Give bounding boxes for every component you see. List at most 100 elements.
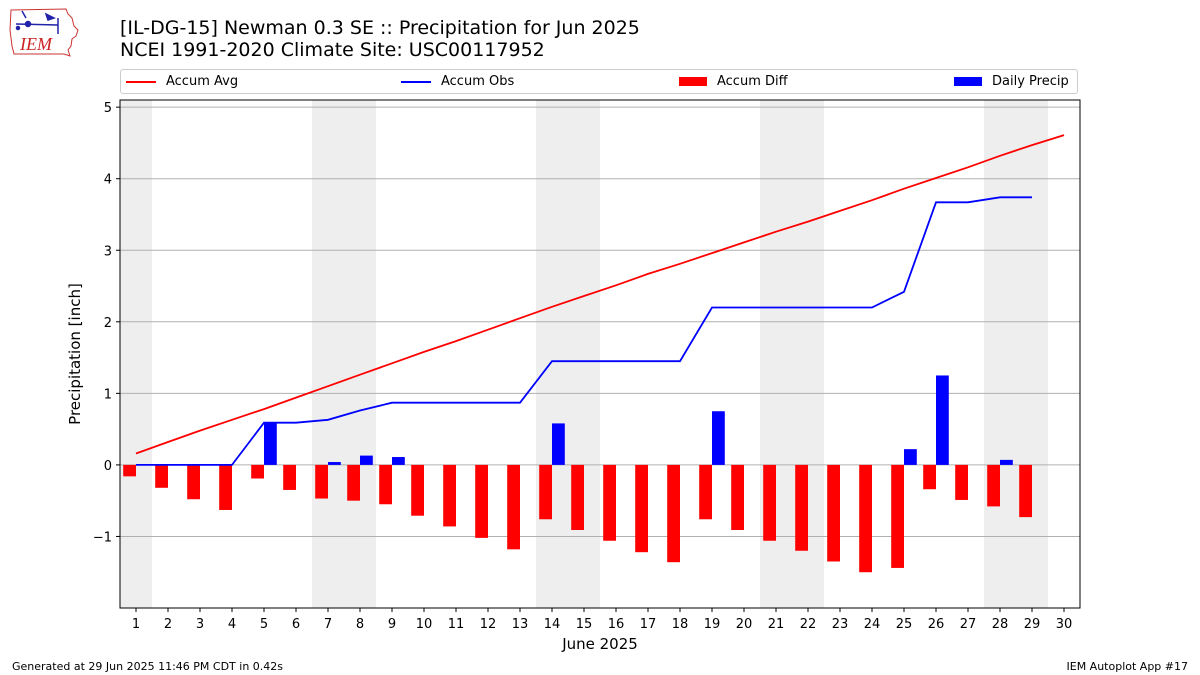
legend-item-accum-avg: Accum Avg xyxy=(126,70,238,93)
title-line-2: NCEI 1991-2020 Climate Site: USC00117952 xyxy=(120,39,545,61)
daily-precip-bar xyxy=(360,455,373,465)
accum-diff-bar xyxy=(859,464,872,573)
x-tick-label: 1 xyxy=(132,617,140,632)
y-axis-label: Precipitation [inch] xyxy=(66,283,84,425)
daily-precip-bar xyxy=(328,462,341,465)
daily-precip-bar xyxy=(264,422,277,465)
accum-diff-bar xyxy=(411,464,424,516)
x-tick-label: 24 xyxy=(864,617,881,632)
x-tick-label: 20 xyxy=(736,617,753,632)
x-tick-label: 25 xyxy=(896,617,913,632)
accum-diff-bar xyxy=(955,464,968,500)
accum-diff-bar xyxy=(1019,464,1032,518)
y-tick-label: 1 xyxy=(104,387,112,402)
x-tick-label: 29 xyxy=(1024,617,1041,632)
iowa-outline-icon xyxy=(9,8,79,57)
x-tick-label: 21 xyxy=(768,617,785,632)
x-tick-label: 9 xyxy=(388,617,396,632)
weather-station-icon xyxy=(15,10,59,34)
x-tick-label: 5 xyxy=(260,617,268,632)
accum-diff-bar xyxy=(795,464,808,551)
daily-precip-bar xyxy=(392,457,405,465)
accum-diff-bar xyxy=(699,464,712,520)
accum-diff-bar xyxy=(667,464,680,563)
x-tick-label: 4 xyxy=(228,617,236,632)
bars xyxy=(123,375,1032,573)
x-tick-label: 15 xyxy=(576,617,593,632)
x-tick-label: 18 xyxy=(672,617,689,632)
x-tick-label: 12 xyxy=(480,617,497,632)
accum-diff-bar xyxy=(379,464,392,505)
x-tick-label: 16 xyxy=(608,617,625,632)
accum-diff-bar xyxy=(347,464,360,501)
y-tick-label: 5 xyxy=(104,101,112,116)
accum-diff-bar xyxy=(891,464,904,568)
weekend-shade xyxy=(120,100,152,608)
legend-label-daily-precip: Daily Precip xyxy=(992,74,1069,89)
gridlines xyxy=(120,106,1080,537)
generated-timestamp: Generated at 29 Jun 2025 11:46 PM CDT in… xyxy=(12,660,284,673)
x-tick-label: 27 xyxy=(960,617,977,632)
accum-diff-bar xyxy=(475,464,488,538)
x-tick-label: 28 xyxy=(992,617,1009,632)
title-line-1: [IL-DG-15] Newman 0.3 SE :: Precipitatio… xyxy=(120,17,640,39)
x-tick-label: 19 xyxy=(704,617,721,632)
legend-item-accum-obs: Accum Obs xyxy=(401,70,514,93)
weekend-shade xyxy=(312,100,376,608)
accum-diff-bar xyxy=(763,464,776,541)
legend-item-daily-precip: Daily Precip xyxy=(954,70,1069,93)
accum-diff-bar xyxy=(571,464,584,531)
x-tick-label: 17 xyxy=(640,617,657,632)
accum-diff-bar xyxy=(251,464,264,479)
x-tick-label: 13 xyxy=(512,617,529,632)
accum-diff-bar xyxy=(987,464,1000,507)
accum-diff-bar xyxy=(155,464,168,488)
legend-label-accum-obs: Accum Obs xyxy=(441,74,515,89)
x-tick-label: 14 xyxy=(544,617,561,632)
x-tick-label: 23 xyxy=(832,617,849,632)
iem-logo: IEM xyxy=(9,8,79,57)
accum-diff-bar xyxy=(635,464,648,553)
x-tick-label: 30 xyxy=(1056,617,1073,632)
weekend-shading xyxy=(120,100,1048,608)
x-tick-label: 26 xyxy=(928,617,945,632)
daily-precip-bar xyxy=(552,423,565,465)
accum-diff-bar xyxy=(603,464,616,541)
y-tick-label: 0 xyxy=(104,459,112,474)
daily-precip-bar xyxy=(712,411,725,465)
logo-text: IEM xyxy=(19,34,53,54)
y-tick-label: 2 xyxy=(104,316,112,331)
legend-swatch-accum-avg xyxy=(126,80,156,83)
accum-diff-bar xyxy=(187,464,200,500)
accum-diff-bar xyxy=(827,464,840,562)
x-tick-label: 8 xyxy=(356,617,364,632)
x-tick-label: 22 xyxy=(800,617,817,632)
legend-swatch-daily-precip xyxy=(954,77,982,86)
accum-diff-bar xyxy=(219,464,232,510)
y-tick-label: 3 xyxy=(104,244,112,259)
chart-title: [IL-DG-15] Newman 0.3 SE :: Precipitatio… xyxy=(120,17,640,61)
accum-diff-bar xyxy=(539,464,552,520)
chart-legend: Accum Avg Accum Obs Accum Diff Daily Pre… xyxy=(120,69,1078,94)
daily-precip-bar xyxy=(904,449,917,465)
weekend-shade xyxy=(536,100,600,608)
x-tick-label: 11 xyxy=(448,617,465,632)
app-credit: IEM Autoplot App #17 xyxy=(1066,660,1189,673)
plot-frame xyxy=(119,99,1081,609)
lines xyxy=(135,134,1065,466)
x-tick-label: 3 xyxy=(196,617,204,632)
weekend-shade xyxy=(984,100,1048,608)
x-tick-label: 6 xyxy=(292,617,300,632)
y-tick-label: 4 xyxy=(104,173,112,188)
accum-diff-bar xyxy=(731,464,744,531)
x-tick-label: 2 xyxy=(164,617,172,632)
legend-label-accum-diff: Accum Diff xyxy=(717,74,788,89)
y-tick-label: −1 xyxy=(93,530,112,545)
accum-diff-bar xyxy=(123,464,136,477)
accum-diff-bar xyxy=(923,464,936,490)
daily-precip-bar xyxy=(936,375,949,465)
daily-precip-bar xyxy=(1000,459,1013,465)
x-tick-label: 10 xyxy=(416,617,433,632)
